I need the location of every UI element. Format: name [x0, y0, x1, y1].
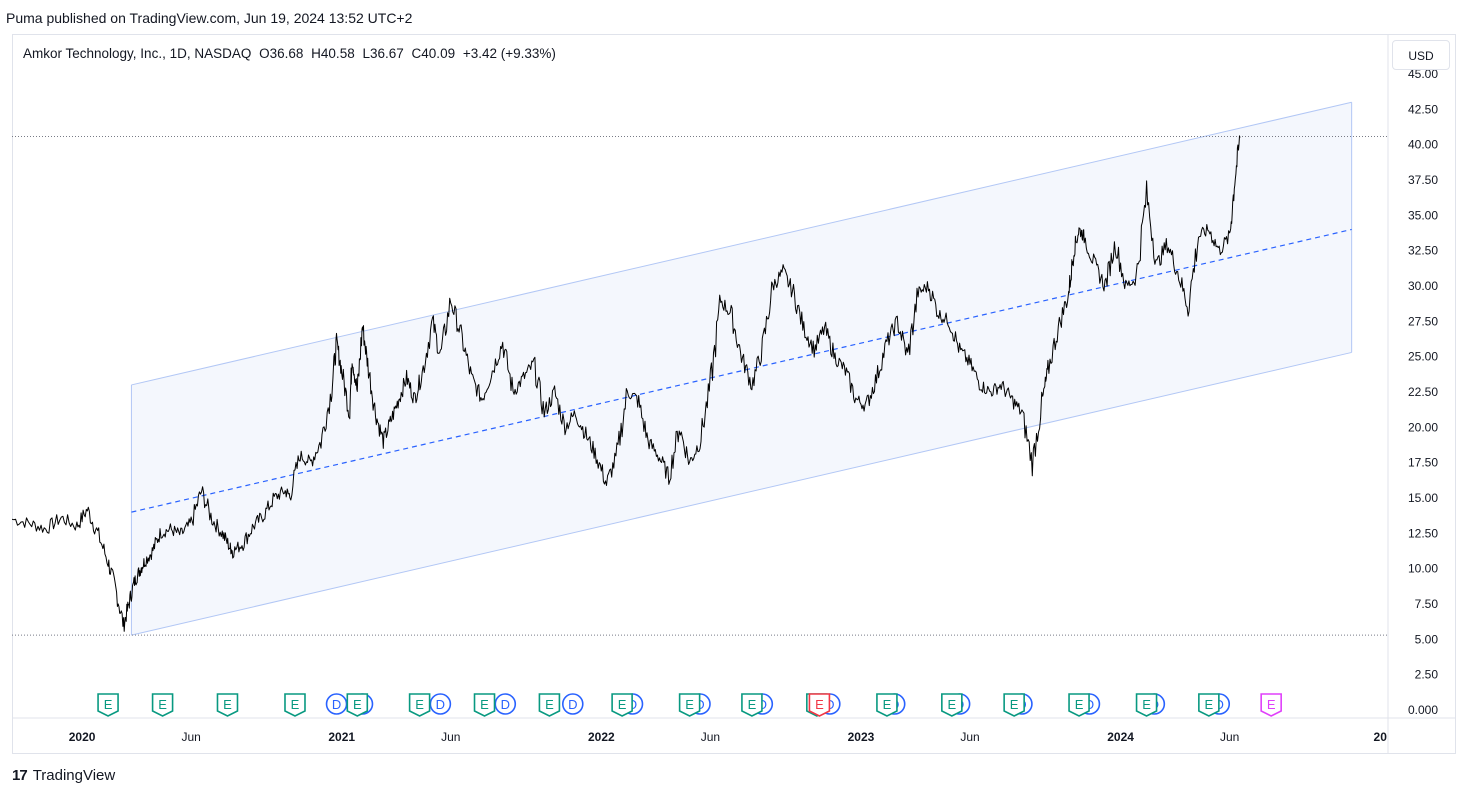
svg-text:D: D: [501, 697, 510, 712]
earnings-marker-icon[interactable]: E: [1135, 693, 1158, 717]
earnings-marker-icon[interactable]: E: [538, 693, 561, 717]
earnings-marker-icon[interactable]: E: [216, 693, 239, 717]
earnings-marker-icon[interactable]: E: [1068, 693, 1090, 717]
svg-text:D: D: [332, 697, 341, 712]
earnings-marker-icon[interactable]: E: [941, 693, 963, 717]
y-tick-label: 17.50: [1408, 456, 1438, 470]
svg-text:D: D: [436, 697, 445, 712]
svg-text:E: E: [947, 697, 956, 712]
y-tick-label: 15.00: [1408, 491, 1438, 505]
earnings-marker-icon[interactable]: E: [97, 693, 119, 717]
x-tick-label: Jun: [181, 730, 200, 744]
svg-text:E: E: [815, 697, 824, 712]
earnings-marker-icon[interactable]: E: [151, 693, 174, 717]
x-tick-label: Jun: [441, 730, 460, 744]
earnings-marker-icon[interactable]: E: [473, 693, 496, 717]
chart-frame: [12, 34, 1456, 754]
x-tick-label: 2023: [848, 730, 875, 744]
high-value: H40.58: [311, 46, 355, 61]
y-tick-label: 20.00: [1408, 420, 1438, 434]
x-tick-label: Jun: [960, 730, 979, 744]
y-tick-label: 32.50: [1408, 244, 1438, 258]
svg-text:E: E: [353, 697, 362, 712]
y-tick-label: 0.000: [1408, 703, 1438, 717]
y-tick-label: 42.50: [1408, 102, 1438, 116]
svg-text:E: E: [545, 697, 554, 712]
dividend-marker-icon[interactable]: D: [429, 693, 452, 715]
earnings-marker-icon[interactable]: E: [284, 693, 306, 717]
x-tick-label: 2020: [69, 730, 96, 744]
earnings-marker-icon[interactable]: E: [1003, 693, 1025, 717]
svg-text:E: E: [618, 697, 627, 712]
y-tick-label: 2.50: [1415, 668, 1439, 682]
earnings-marker-icon[interactable]: E: [1198, 693, 1220, 717]
y-tick-label: 30.00: [1408, 279, 1438, 293]
symbol-legend: Amkor Technology, Inc., 1D, NASDAQ O36.6…: [23, 46, 560, 61]
dividend-marker-icon[interactable]: D: [494, 693, 517, 715]
y-tick-label: 45.00: [1408, 67, 1438, 81]
channel-upper-line: [131, 101, 1352, 386]
earnings-marker-icon[interactable]: E: [346, 693, 369, 717]
channel-lower-line: [131, 351, 1352, 636]
svg-text:E: E: [1142, 697, 1151, 712]
svg-text:E: E: [1010, 697, 1019, 712]
y-tick-label: 35.00: [1408, 208, 1438, 222]
open-value: O36.68: [259, 46, 304, 61]
y-tick-label: 5.00: [1415, 632, 1439, 646]
svg-text:E: E: [291, 697, 300, 712]
x-tick-label: 2022: [588, 730, 615, 744]
dividend-marker-icon[interactable]: D: [325, 693, 348, 715]
x-tick-label: 20: [1374, 730, 1388, 744]
price-chart[interactable]: 0.000 2.50 5.00 7.50 10.00 12.50 15.00 17.50 20.…: [12, 34, 1456, 754]
change-value: +3.42 (+9.33%): [462, 46, 556, 61]
tradingview-logo-icon: 17: [12, 767, 28, 784]
svg-text:E: E: [1075, 697, 1084, 712]
svg-text:E: E: [1205, 697, 1214, 712]
close-value: C40.09: [411, 46, 456, 61]
y-tick-label: 25.00: [1408, 350, 1438, 364]
dividend-marker-icon[interactable]: D: [561, 693, 584, 715]
svg-text:E: E: [748, 697, 757, 712]
svg-text:E: E: [415, 697, 424, 712]
earnings-marker-icon[interactable]: E: [876, 693, 898, 717]
brand-name: TradingView: [32, 767, 116, 784]
y-tick-label: 22.50: [1408, 385, 1438, 399]
y-tick-label: 10.00: [1408, 562, 1438, 576]
svg-text:E: E: [1267, 697, 1276, 712]
price-line: [12, 135, 1241, 632]
y-tick-label: 40.00: [1408, 138, 1438, 152]
channel-fill: [131, 102, 1352, 636]
y-tick-label: 27.50: [1408, 314, 1438, 328]
earnings-marker-icon[interactable]: E: [611, 693, 633, 717]
earnings-marker-icon[interactable]: E: [741, 693, 763, 717]
low-value: L36.67: [362, 46, 404, 61]
x-tick-label: Jun: [1220, 730, 1239, 744]
y-tick-label: 37.50: [1408, 173, 1438, 187]
symbol-title: Amkor Technology, Inc., 1D, NASDAQ: [23, 46, 252, 61]
earnings-miss-marker-icon[interactable]: E: [808, 693, 831, 717]
channel-median-line: [131, 228, 1352, 513]
earnings-upcoming-marker-icon[interactable]: E: [1260, 693, 1282, 717]
tradingview-logo[interactable]: 17 TradingView: [12, 767, 115, 784]
publisher-caption: Puma published on TradingView.com, Jun 1…: [6, 10, 413, 26]
svg-text:E: E: [104, 697, 113, 712]
currency-button[interactable]: USD: [1392, 40, 1450, 70]
earnings-marker-icon[interactable]: E: [678, 693, 701, 717]
svg-text:E: E: [883, 697, 892, 712]
svg-text:E: E: [223, 697, 232, 712]
earnings-marker-icon[interactable]: E: [408, 693, 431, 717]
x-tick-label: 2021: [328, 730, 355, 744]
y-tick-label: 7.50: [1415, 597, 1439, 611]
svg-text:E: E: [685, 697, 694, 712]
svg-text:E: E: [480, 697, 489, 712]
svg-text:E: E: [158, 697, 167, 712]
x-tick-label: 2024: [1107, 730, 1134, 744]
svg-text:D: D: [568, 697, 577, 712]
x-tick-label: Jun: [701, 730, 720, 744]
y-tick-label: 12.50: [1408, 526, 1438, 540]
